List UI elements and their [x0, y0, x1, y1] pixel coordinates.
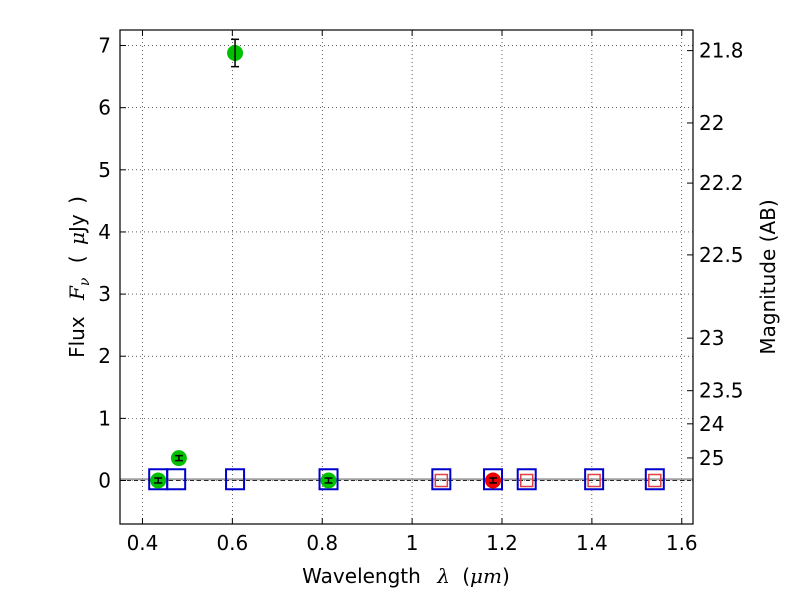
y-tick-label: 0 — [98, 469, 111, 493]
x-axis-title-symbol: λ — [436, 564, 450, 588]
y2-tick-label: 25 — [699, 446, 724, 470]
y2-tick-label: 24 — [699, 412, 724, 436]
model-photometry-marker — [584, 468, 605, 491]
x-tick-label: 1.6 — [666, 531, 698, 555]
y-tick-label: 4 — [98, 220, 111, 244]
y2-tick-label: 22 — [699, 111, 724, 135]
model-photometry-ir-marker — [587, 473, 601, 488]
reference-lines — [120, 478, 693, 482]
x-axis-title-open: ( — [462, 564, 470, 588]
model-photometry-marker — [644, 468, 665, 491]
y-axis-title-unit: Jy — [65, 214, 89, 234]
data-markers — [148, 38, 665, 491]
y2-tick-label: 21.8 — [699, 39, 744, 63]
x-axis-title: Wavelength λ (μm) — [302, 564, 510, 588]
y-axis-title-prefix: Flux — [65, 316, 89, 358]
x-tick-label: 1.4 — [576, 531, 608, 555]
plot-frame — [119, 29, 694, 525]
y-axis-title-mu: μ — [65, 232, 89, 245]
plot-background — [120, 30, 693, 524]
model-photometry-marker — [166, 468, 187, 491]
y-tick-label: 2 — [98, 344, 111, 368]
model-photometry-ir-marker — [648, 473, 662, 488]
x-tick-label: 1 — [406, 531, 419, 555]
y-tick-label: 3 — [98, 282, 111, 306]
y2-tick-label: 23.5 — [699, 379, 744, 403]
x-tick-label: 0.8 — [306, 531, 338, 555]
x-axis-title-prefix: Wavelength — [302, 564, 421, 588]
model-photometry-marker — [483, 468, 504, 491]
y2-tick-label: 23 — [699, 326, 724, 350]
x-tick-label: 0.4 — [127, 531, 159, 555]
y-tick-label: 5 — [98, 158, 111, 182]
y-tick-label: 6 — [98, 96, 111, 120]
x-tick-label: 1.2 — [486, 531, 518, 555]
x-axis-title-mu: μ — [470, 564, 483, 588]
y2-axis-title: Magnitude (AB) — [756, 199, 780, 354]
model-photometry-marker — [516, 468, 537, 491]
y-axis-title-open: ( — [65, 255, 89, 263]
y-axis-title-subscript: ν — [77, 277, 93, 286]
x-axis-title-close: ) — [502, 564, 510, 588]
y-axis-title-close: ) — [65, 196, 89, 204]
model-photometry-marker — [318, 468, 339, 491]
y-axis-title-symbol: F — [65, 285, 89, 301]
x-axis-title-unit: m — [483, 564, 502, 588]
model-photometry-ir-marker — [434, 473, 449, 488]
model-photometry-ir-marker — [519, 473, 534, 488]
y-tick-label: 7 — [98, 34, 111, 58]
model-photometry-marker — [225, 468, 246, 491]
y-tick-label: 1 — [98, 406, 111, 430]
y2-tick-label: 22.5 — [699, 243, 744, 267]
y2-tick-label: 22.2 — [699, 171, 744, 195]
axis-ticks — [120, 30, 693, 524]
x-tick-label: 0.6 — [216, 531, 248, 555]
y-axis-title: Flux Fν ( μJy ) — [65, 196, 94, 358]
model-photometry-marker — [431, 468, 452, 491]
